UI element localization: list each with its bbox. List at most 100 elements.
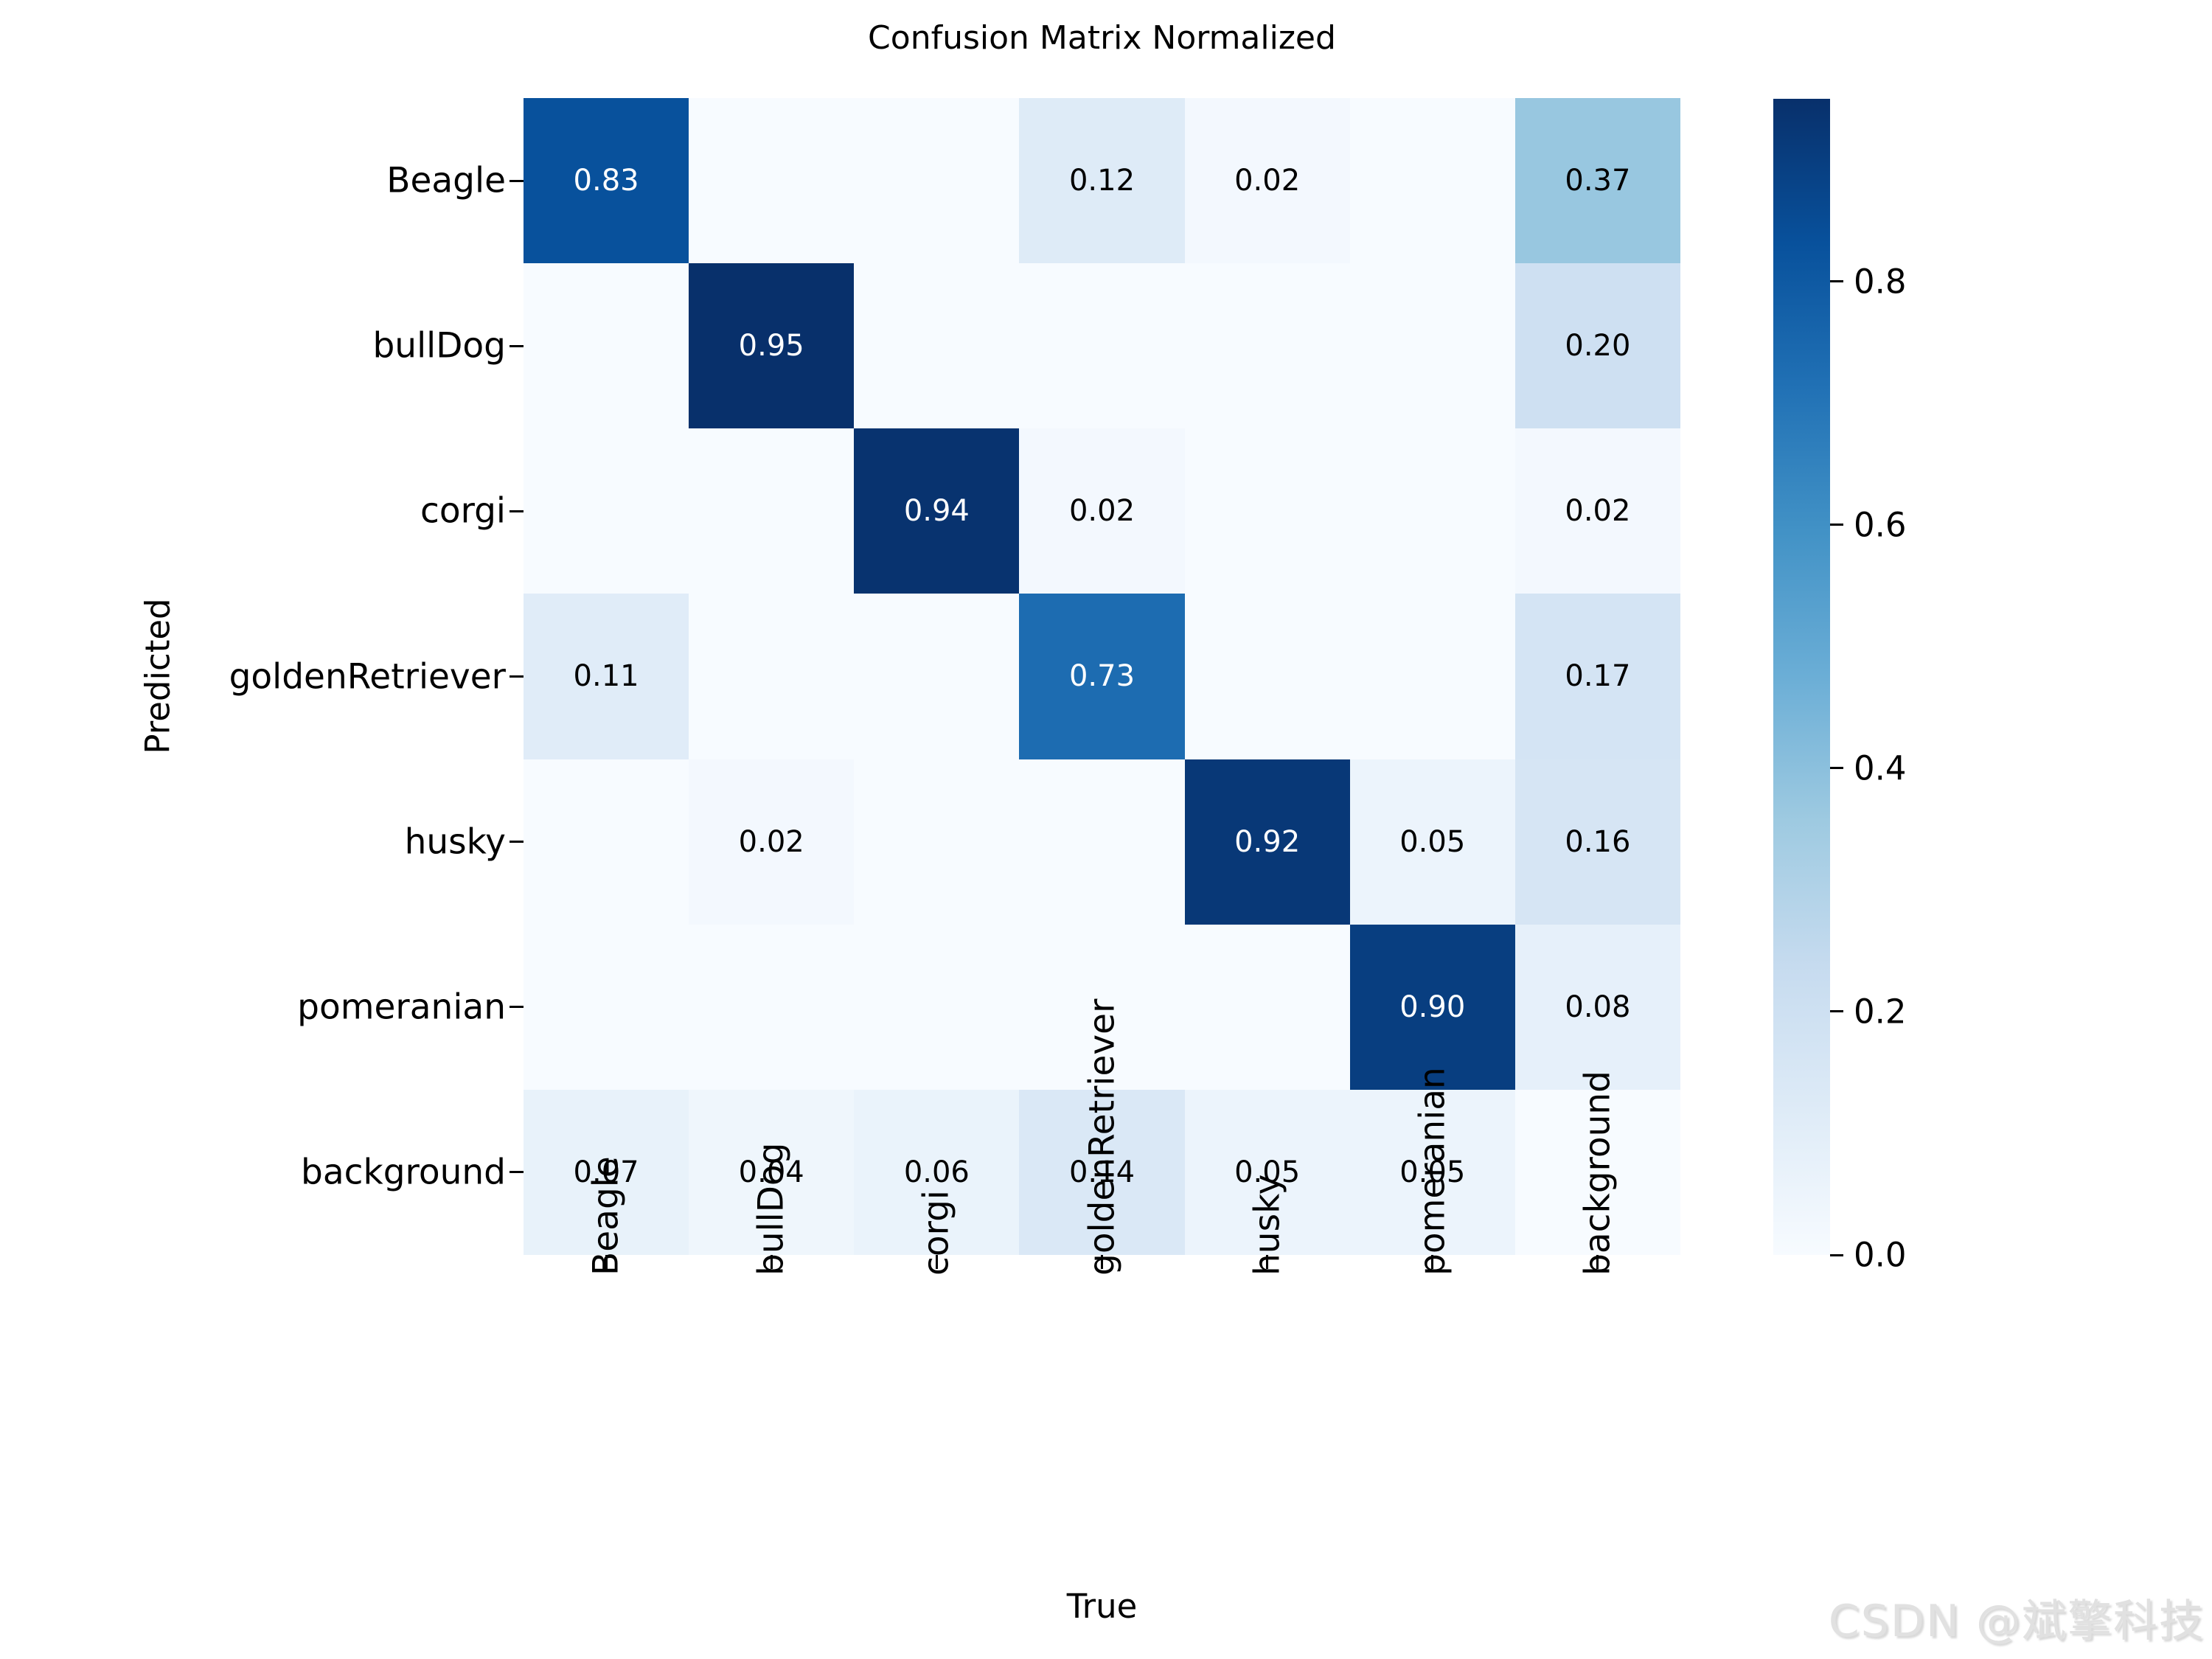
heatmap-cell: 0.02 — [1514, 428, 1680, 594]
cell-annotation: 0.07 — [573, 1155, 639, 1189]
heatmap-cell: 0.90 — [1349, 924, 1515, 1090]
cell-annotation: 0.05 — [1234, 1155, 1301, 1189]
y-tick-mark — [509, 675, 524, 678]
colorbar-tick-label: 0.0 — [1854, 1235, 1907, 1275]
heatmap-cell — [854, 924, 1020, 1090]
cell-annotation: 0.04 — [738, 1155, 804, 1189]
cell-annotation: 0.02 — [1565, 494, 1631, 529]
heatmap-cell — [524, 428, 689, 594]
cell-annotation: 0.02 — [1234, 164, 1301, 198]
heatmap-cell: 0.02 — [1019, 428, 1185, 594]
chart-title: Confusion Matrix Normalized — [868, 19, 1336, 57]
heatmap-cell — [854, 759, 1020, 925]
cell-annotation: 0.95 — [738, 329, 804, 364]
colorbar-tick-mark — [1830, 1253, 1843, 1256]
colorbar-tick-mark — [1830, 1010, 1843, 1013]
x-tick-mark — [1101, 1255, 1103, 1269]
y-tick-label: background — [301, 1152, 506, 1193]
heatmap-cell — [689, 98, 855, 264]
cell-annotation: 0.02 — [1068, 494, 1135, 529]
cell-annotation: 0.20 — [1565, 329, 1631, 364]
cell-annotation: 0.90 — [1399, 990, 1466, 1024]
colorbar-tick-mark — [1830, 767, 1843, 770]
heatmap-cell — [1184, 428, 1350, 594]
colorbar-tick-label: 0.2 — [1854, 992, 1907, 1032]
cell-annotation: 0.14 — [1068, 1155, 1135, 1189]
heatmap-cell: 0.02 — [689, 759, 855, 925]
heatmap-cell — [854, 263, 1020, 429]
heatmap-cell — [1349, 428, 1515, 594]
y-tick-label: husky — [404, 821, 506, 863]
colorbar-tick-mark — [1830, 524, 1843, 526]
heatmap-grid: 0.83 0.12 0.02 0.37 0.95 0.20 0.94 0.02 0.02 0.11… — [524, 98, 1680, 1255]
y-tick-label: Beagle — [386, 160, 506, 201]
heatmap-cell: 0.12 — [1019, 98, 1185, 264]
cell-annotation: 0.73 — [1068, 659, 1135, 694]
watermark: CSDN @斌擎科技 — [1828, 1596, 2205, 1647]
cell-annotation: 0.05 — [1399, 824, 1466, 859]
heatmap-cell: 0.37 — [1514, 98, 1680, 264]
heatmap-cell: 0.05 — [1184, 1089, 1350, 1255]
heatmap-cell — [1349, 594, 1515, 759]
colorbar — [1773, 99, 1830, 1255]
heatmap-cell — [524, 263, 689, 429]
heatmap-cell — [1349, 263, 1515, 429]
heatmap-cell — [1019, 263, 1185, 429]
heatmap-cell — [1019, 759, 1185, 925]
cell-annotation: 0.37 — [1565, 164, 1631, 198]
heatmap-cell — [689, 924, 855, 1090]
cell-annotation: 0.92 — [1234, 824, 1301, 859]
heatmap-cell: 0.73 — [1019, 594, 1185, 759]
colorbar-tick-mark — [1830, 280, 1843, 283]
cell-annotation: 0.94 — [903, 494, 970, 529]
cell-annotation: 0.16 — [1565, 824, 1631, 859]
heatmap-cell: 0.11 — [524, 594, 689, 759]
cell-annotation: 0.08 — [1565, 990, 1631, 1024]
x-tick-mark — [605, 1255, 608, 1269]
colorbar-tick-label: 0.6 — [1854, 505, 1907, 545]
y-tick-mark — [509, 1171, 524, 1174]
heatmap-cell — [689, 428, 855, 594]
y-tick-mark — [509, 841, 524, 844]
x-tick-mark — [1596, 1255, 1599, 1269]
heatmap-cell — [1514, 1089, 1680, 1255]
y-tick-label: goldenRetriever — [229, 656, 506, 697]
heatmap-cell: 0.95 — [689, 263, 855, 429]
heatmap-cell — [524, 759, 689, 925]
heatmap-cell: 0.83 — [524, 98, 689, 264]
cell-annotation: 0.12 — [1068, 164, 1135, 198]
y-tick-label: pomeranian — [297, 987, 506, 1028]
heatmap-cell: 0.92 — [1184, 759, 1350, 925]
heatmap-cell: 0.04 — [689, 1089, 855, 1255]
heatmap-cell: 0.08 — [1514, 924, 1680, 1090]
x-axis-title: True — [1066, 1587, 1138, 1626]
colorbar-tick-label: 0.8 — [1854, 262, 1907, 302]
cell-annotation: 0.83 — [573, 164, 639, 198]
heatmap-cell — [1019, 924, 1185, 1090]
y-tick-label: bullDog — [372, 325, 506, 366]
cell-annotation: 0.05 — [1399, 1155, 1466, 1189]
heatmap-cell — [689, 594, 855, 759]
colorbar-tick-label: 0.4 — [1854, 748, 1907, 788]
heatmap-cell: 0.05 — [1349, 759, 1515, 925]
y-tick-mark — [509, 509, 524, 512]
cell-annotation: 0.06 — [903, 1155, 970, 1189]
cell-annotation: 0.17 — [1565, 659, 1631, 694]
y-tick-mark — [509, 179, 524, 182]
heatmap-cell: 0.17 — [1514, 594, 1680, 759]
heatmap-cell: 0.07 — [524, 1089, 689, 1255]
x-tick-mark — [1431, 1255, 1434, 1269]
x-tick-mark — [770, 1255, 773, 1269]
y-tick-mark — [509, 1006, 524, 1009]
y-tick-mark — [509, 344, 524, 347]
heatmap-cell: 0.14 — [1019, 1089, 1185, 1255]
heatmap-cell: 0.05 — [1349, 1089, 1515, 1255]
heatmap-cell — [524, 924, 689, 1090]
x-tick-label: background — [1577, 1071, 1618, 1276]
heatmap-cell: 0.16 — [1514, 759, 1680, 925]
cell-annotation: 0.11 — [573, 659, 639, 694]
y-tick-label: corgi — [420, 490, 506, 532]
heatmap-cell — [1184, 594, 1350, 759]
x-tick-mark — [935, 1255, 938, 1269]
heatmap-cell: 0.94 — [854, 428, 1020, 594]
